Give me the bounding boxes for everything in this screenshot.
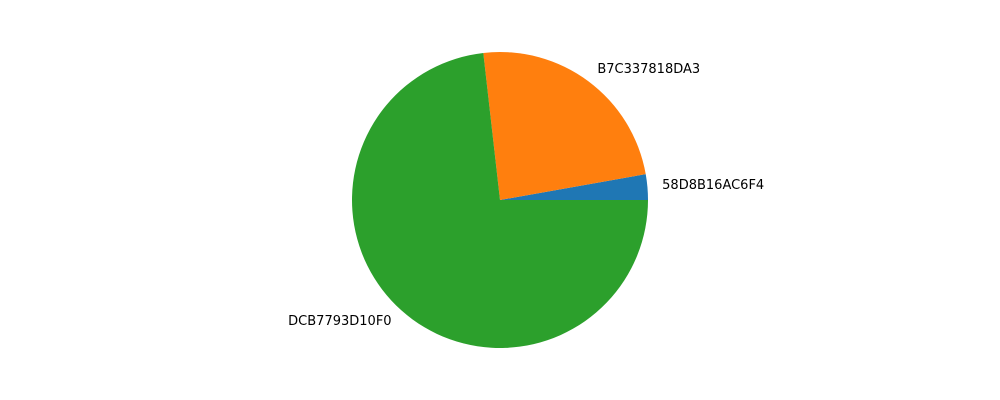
pie-slice-1 xyxy=(483,51,646,200)
pie-label-1: B7C337818DA3 xyxy=(597,62,700,77)
pie-slices xyxy=(352,51,648,348)
pie-slice-0 xyxy=(500,174,648,200)
pie-labels: 58D8B16AC6F4 B7C337818DA3 DCB7793D10F0 xyxy=(288,62,764,329)
pie-slice-2 xyxy=(352,52,648,348)
pie-label-0: 58D8B16AC6F4 xyxy=(662,178,764,193)
pie-label-2: DCB7793D10F0 xyxy=(288,314,391,329)
